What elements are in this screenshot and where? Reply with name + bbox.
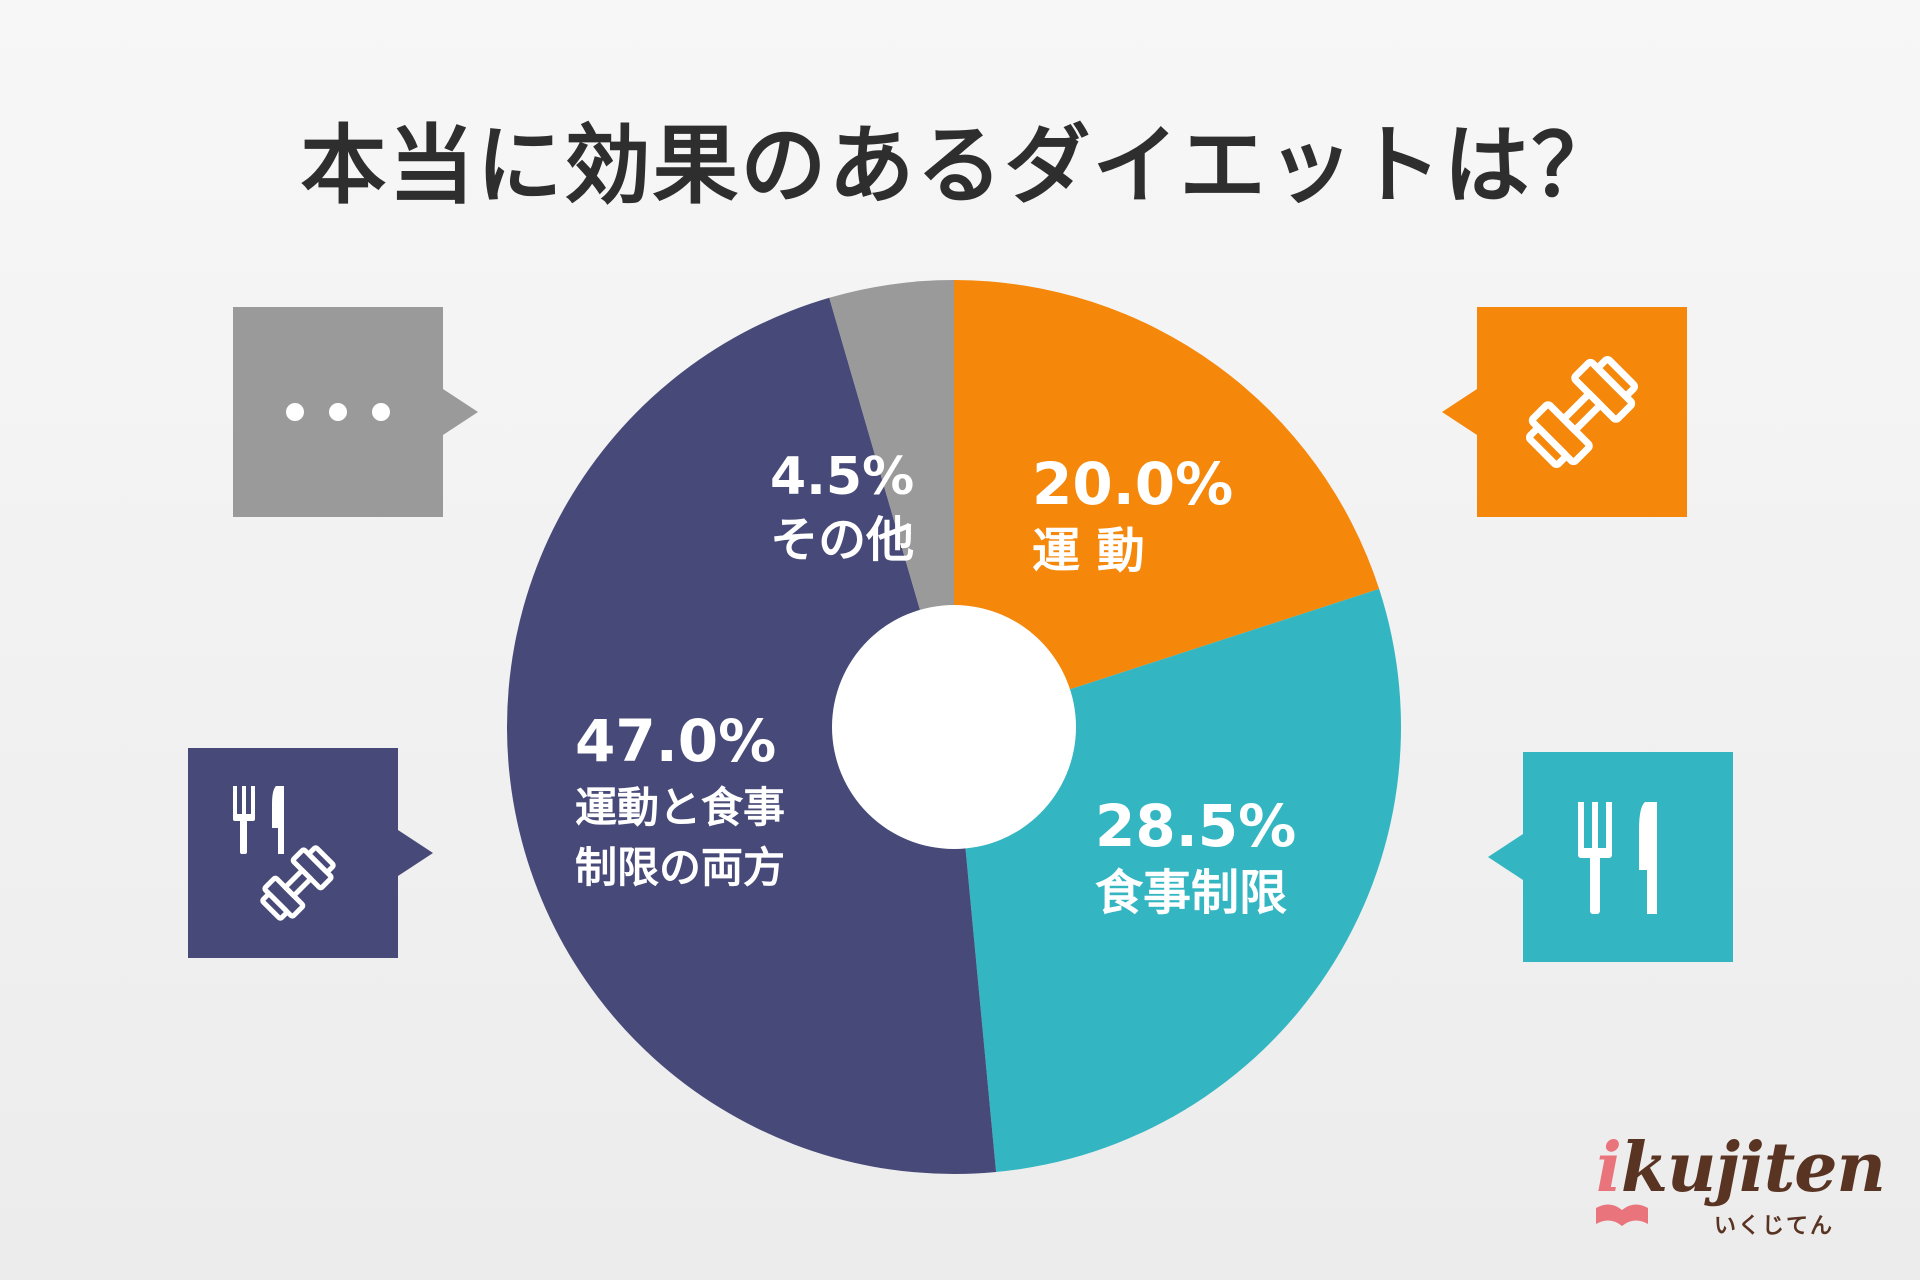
- callout-both-pointer: [398, 830, 433, 876]
- chart-title: 本当に効果のあるダイエットは？: [300, 116, 1620, 216]
- ellipsis-icon: [286, 403, 390, 421]
- label-exercise-name: 運 動: [1032, 522, 1145, 579]
- fork-knife-small-icon: [233, 786, 284, 854]
- callout-exercise-box: [1442, 307, 1687, 517]
- callout-exercise: [1437, 307, 1687, 517]
- label-exercise: 20.0% 運 動: [1032, 448, 1233, 581]
- logo-wordmark-rest: kujiten: [1620, 1128, 1886, 1208]
- logo-wordmark: ikujiten: [1596, 1128, 1886, 1208]
- callout-both: [188, 748, 438, 958]
- callout-other-box: [233, 307, 478, 517]
- callout-both-bg: [188, 748, 398, 958]
- callout-both-box: [188, 748, 433, 958]
- logo-kana: いくじてん: [1714, 1214, 1835, 1239]
- label-exercise-percent: 20.0%: [1032, 450, 1234, 518]
- label-other: 4.5% その他: [770, 445, 914, 570]
- label-other-name: その他: [770, 512, 915, 568]
- callout-diet-bg: [1523, 752, 1733, 962]
- callout-exercise-bg: [1477, 307, 1687, 517]
- logo-wordmark-i: i: [1596, 1128, 1622, 1208]
- dumbbell-small-icon: [260, 845, 336, 921]
- label-other-percent: 4.5%: [770, 447, 915, 507]
- label-diet: 28.5% 食事制限: [1095, 790, 1296, 923]
- callout-other-pointer: [443, 389, 478, 435]
- logo-book-icon: [1596, 1204, 1648, 1226]
- label-both-name-line2: 制限の両方: [575, 843, 786, 893]
- label-both-name-line1: 運動と食事: [575, 782, 786, 832]
- dumbbell-icon: [1526, 356, 1638, 468]
- donut-hole: [832, 605, 1076, 849]
- ikujiten-logo: ikujiten いくじてん: [1596, 1128, 1886, 1239]
- callout-diet: [1485, 752, 1735, 962]
- slice-both: [506, 297, 997, 1174]
- callout-exercise-pointer: [1442, 389, 1477, 435]
- label-both: 47.0% 運動と食事 制限の両方: [575, 705, 785, 899]
- callout-other: [233, 307, 483, 517]
- fork-knife-icon: [1578, 802, 1657, 914]
- fork-knife-dumbbell-icon: [233, 786, 336, 921]
- callout-diet-pointer: [1488, 834, 1523, 880]
- label-diet-name: 食事制限: [1095, 864, 1288, 921]
- label-diet-percent: 28.5%: [1095, 792, 1297, 860]
- label-both-percent: 47.0%: [575, 707, 777, 775]
- slice-exercise: [954, 280, 1380, 727]
- callout-diet-box: [1488, 752, 1733, 962]
